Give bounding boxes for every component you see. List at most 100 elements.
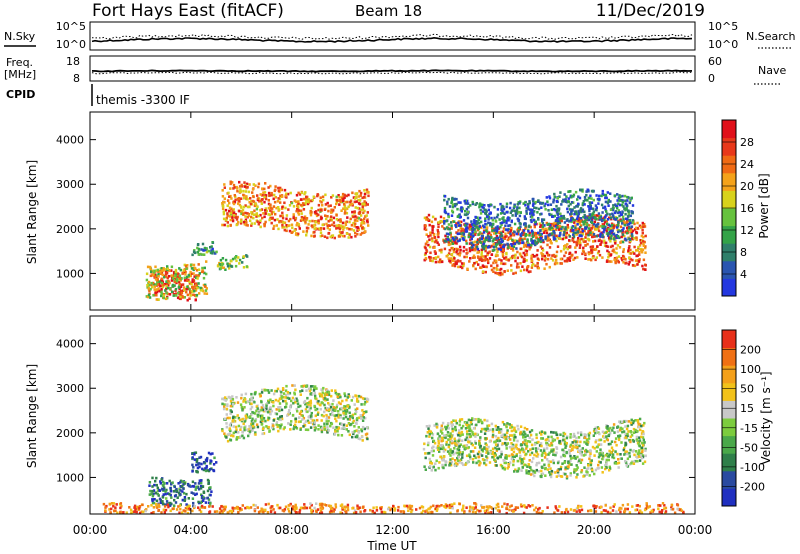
- range-gate-cell: [611, 224, 614, 227]
- range-gate-cell: [240, 218, 243, 222]
- range-gate-cell: [185, 267, 188, 270]
- range-gate-cell: [246, 400, 249, 403]
- range-gate-cell: [193, 249, 196, 252]
- range-gate-cell: [531, 208, 534, 212]
- range-gate-cell: [439, 219, 442, 223]
- range-gate-cell: [427, 213, 431, 217]
- range-gate-cell: [623, 223, 626, 227]
- range-gate-cell: [518, 202, 521, 205]
- range-gate-cell: [309, 421, 313, 424]
- range-gate-cell: [563, 254, 566, 258]
- range-gate-cell: [506, 442, 510, 445]
- range-gate-cell: [211, 452, 214, 455]
- range-gate-cell: [232, 208, 235, 211]
- range-gate-cell: [620, 219, 623, 223]
- range-gate-cell: [511, 214, 514, 217]
- range-gate-cell: [288, 229, 292, 233]
- range-gate-cell: [524, 463, 527, 467]
- range-gate-cell: [339, 416, 342, 419]
- range-gate-cell: [234, 256, 237, 259]
- range-gate-cell: [508, 454, 511, 458]
- range-gate-cell: [363, 230, 367, 233]
- range-gate-cell: [285, 224, 288, 227]
- range-gate-cell: [464, 224, 467, 227]
- range-gate-cell: [576, 198, 579, 201]
- range-gate-cell: [264, 419, 267, 423]
- range-gate-cell: [612, 204, 615, 207]
- range-gate-cell: [320, 428, 323, 432]
- range-gate-cell: [628, 245, 631, 248]
- range-gate-cell: [475, 202, 478, 205]
- range-gate-cell: [552, 200, 555, 204]
- range-gate-cell: [458, 245, 462, 249]
- range-gate-cell: [604, 467, 607, 471]
- range-gate-cell: [190, 272, 194, 275]
- range-gate-cell: [326, 236, 329, 240]
- range-gate-cell: [159, 501, 163, 504]
- range-gate-cell: [152, 294, 155, 297]
- range-gate-cell: [609, 216, 613, 220]
- range-gate-cell: [181, 484, 184, 488]
- range-gate-cell: [453, 204, 457, 208]
- range-gate-cell: [609, 239, 612, 243]
- range-gate-cell: [320, 200, 323, 204]
- range-gate-cell: [554, 255, 557, 258]
- range-gate-cell: [232, 425, 235, 428]
- range-gate-cell: [249, 407, 252, 411]
- range-gate-cell: [284, 399, 287, 403]
- range-gate-cell: [205, 248, 208, 251]
- range-gate-cell: [590, 227, 593, 230]
- range-gate-cell: [556, 207, 559, 211]
- range-gate-cell: [336, 403, 339, 407]
- range-gate-cell: [232, 211, 236, 214]
- range-gate-cell: [552, 230, 555, 233]
- range-gate-cell: [174, 274, 177, 277]
- range-gate-cell: [529, 473, 533, 476]
- range-gate-cell: [630, 233, 634, 236]
- range-gate-cell: [301, 202, 305, 205]
- range-gate-cell: [280, 423, 283, 426]
- range-gate-cell: [545, 229, 549, 232]
- range-gate-cell: [603, 228, 606, 232]
- range-gate-cell: [316, 193, 319, 196]
- range-gate-cell: [201, 266, 204, 270]
- range-gate-cell: [574, 457, 577, 460]
- range-gate-cell: [281, 226, 284, 229]
- range-gate-cell: [256, 205, 259, 208]
- range-gate-cell: [637, 260, 641, 263]
- range-gate-cell: [560, 216, 563, 220]
- range-gate-cell: [196, 286, 199, 290]
- range-gate-cell: [148, 289, 151, 293]
- range-gate-cell: [509, 426, 512, 429]
- range-gate-cell: [520, 443, 523, 446]
- range-gate-cell: [599, 235, 602, 238]
- range-gate-cell: [564, 244, 567, 247]
- range-gate-cell: [546, 239, 549, 242]
- range-gate-cell: [290, 420, 293, 423]
- range-gate-cell: [314, 394, 317, 398]
- range-gate-cell: [231, 404, 234, 408]
- range-gate-cell: [473, 454, 476, 458]
- range-gate-cell: [195, 269, 199, 272]
- range-gate-cell: [644, 245, 647, 248]
- range-tick-label: 1000: [56, 267, 84, 280]
- range-gate-cell: [483, 208, 487, 212]
- range-gate-cell: [555, 239, 558, 243]
- range-gate-cell: [563, 441, 567, 444]
- range-gate-cell: [462, 245, 466, 249]
- range-gate-cell: [322, 386, 325, 390]
- range-gate-cell: [627, 209, 630, 212]
- range-gate-cell: [509, 256, 512, 260]
- range-gate-cell: [341, 399, 344, 403]
- range-gate-cell: [301, 389, 304, 392]
- range-gate-cell: [226, 403, 229, 406]
- range-gate-cell: [234, 195, 237, 198]
- range-gate-cell: [426, 431, 429, 434]
- range-gate-cell: [567, 200, 570, 204]
- range-gate-cell: [605, 196, 608, 200]
- range-gate-cell: [353, 210, 356, 213]
- range-gate-cell: [591, 231, 595, 234]
- range-gate-cell: [248, 399, 251, 403]
- range-gate-cell: [574, 228, 577, 232]
- range-gate-cell: [554, 228, 557, 231]
